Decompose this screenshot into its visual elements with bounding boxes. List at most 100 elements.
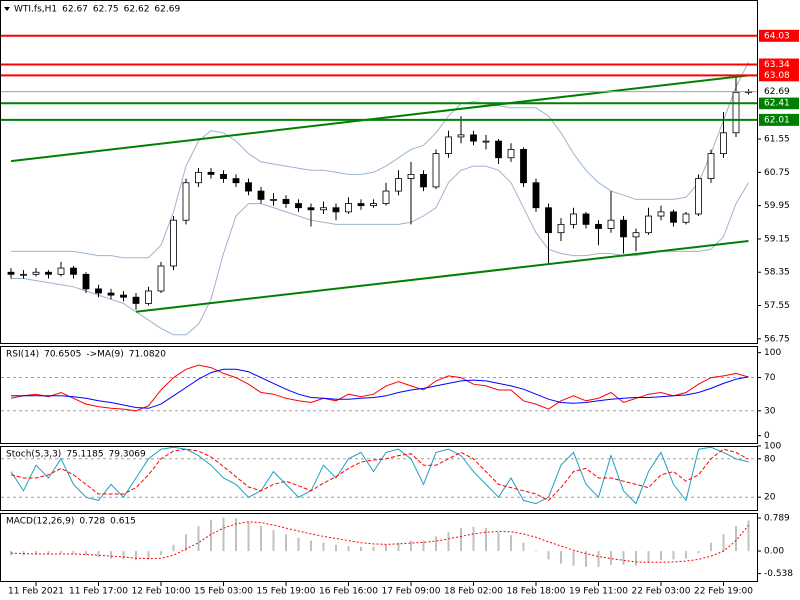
header-text: RSI(14) [6, 350, 39, 360]
candle-body [470, 134, 477, 142]
y-tick-label: 58.35 [764, 268, 790, 278]
x-tick-label: 15 Feb 03:00 [194, 587, 253, 597]
candle-body [607, 219, 615, 229]
level-label: 63.08 [764, 71, 790, 81]
plot-layer: 56.75 57.55 58.35 59.15 59.95 60.75 61.55 100 70… [1, 34, 793, 579]
candle-body [582, 213, 590, 225]
x-tick-label: 12 Feb 10:00 [131, 587, 190, 597]
histogram-bar [122, 551, 125, 560]
x-tick-label: 22 Feb 19:00 [694, 587, 753, 597]
x-tick-label: 22 Feb 03:00 [631, 587, 690, 597]
histogram-bar [397, 542, 400, 552]
collapse-arrow[interactable] [4, 7, 10, 11]
candle-body [245, 182, 252, 192]
header-text: 71.0820 [129, 350, 166, 360]
histogram-bar [272, 530, 275, 552]
y-tick-label: 59.95 [764, 201, 790, 211]
x-tick-label: 11 Feb 2021 [8, 587, 64, 597]
histogram-bar [435, 536, 437, 552]
current-price-label: 62.69 [764, 87, 790, 97]
level-box [759, 29, 799, 42]
indicator-line [11, 368, 749, 409]
histogram-bar [610, 551, 612, 565]
level-box [759, 69, 799, 82]
histogram-bar [160, 551, 162, 556]
candle-body [532, 182, 540, 209]
candle-body [545, 207, 552, 234]
histogram-bar [172, 544, 175, 552]
candle-body [132, 296, 140, 304]
candle-body [432, 153, 440, 188]
header-text: MACD(12,26,9) [6, 517, 74, 527]
header-text: 62.67 [62, 5, 88, 15]
x-tick-label: 16 Feb 16:00 [319, 587, 378, 597]
histogram-bar [672, 551, 675, 560]
candle-body [382, 190, 390, 204]
histogram-bar [547, 551, 550, 560]
histogram-bar [635, 551, 637, 566]
histogram-bar [485, 528, 487, 552]
rsi-panel-frame [0, 346, 758, 444]
y-tick-label: 59.15 [764, 234, 790, 244]
histogram-bar [322, 542, 325, 552]
candle-body [182, 182, 190, 221]
x-tick-label: 15 Feb 19:00 [256, 587, 315, 597]
histogram-bar [97, 551, 100, 558]
x-tick-label: 18 Feb 18:00 [506, 587, 565, 597]
candle-body [70, 267, 77, 275]
level-label: 64.03 [764, 31, 790, 41]
histogram-bar [72, 551, 75, 554]
x-tick-label: 19 Feb 11:00 [569, 587, 628, 597]
histogram-bar [685, 551, 687, 559]
candle-body [670, 211, 677, 223]
x-tick-label: 17 Feb 09:00 [381, 587, 440, 597]
level-box [759, 97, 799, 110]
y-tick-label: 20 [764, 493, 776, 503]
header-text: Stoch(5,3,3) [6, 450, 61, 460]
histogram-bar [372, 546, 375, 552]
histogram-bar [510, 535, 512, 552]
histogram-bar [222, 517, 225, 552]
x-tick-label: 11 Feb 17:00 [69, 587, 128, 597]
histogram-bar [735, 525, 737, 552]
histogram-bar [247, 521, 250, 552]
header-text: WTI.fs,H1 [14, 5, 57, 15]
header-text: ->MA(9) [86, 350, 123, 360]
histogram-bar [747, 520, 750, 552]
candle-body [20, 273, 27, 276]
current-price-box [759, 85, 799, 98]
candle-body [557, 223, 565, 234]
y-tick-label: 61.55 [764, 135, 790, 145]
y-tick-label: 80 [764, 454, 776, 464]
candle-body [507, 149, 515, 159]
candle-body [257, 190, 265, 200]
histogram-bar [297, 537, 300, 552]
candle-body [732, 92, 740, 134]
histogram-bar [335, 544, 337, 552]
level-label: 62.01 [764, 115, 790, 125]
candle-body [707, 153, 715, 179]
level-box [759, 113, 799, 126]
candle-body [395, 178, 402, 192]
header-text: 0.728 [79, 517, 105, 527]
histogram-bar [697, 551, 700, 554]
candle-body [407, 174, 415, 179]
candle-body [157, 265, 165, 292]
histogram-bar [447, 532, 450, 552]
histogram-bar [60, 551, 62, 554]
y-tick-label: -0.538 [764, 569, 793, 579]
candle-body [357, 203, 365, 207]
histogram-bar [585, 551, 587, 567]
x-tick-label: 18 Feb 02:00 [444, 587, 503, 597]
candle-body [682, 213, 690, 223]
histogram-bar [522, 542, 525, 552]
candle-body [232, 178, 240, 184]
histogram-bar [135, 551, 137, 561]
candle-body [207, 171, 215, 175]
level-label: 63.34 [764, 60, 790, 70]
candle-body [282, 198, 290, 204]
y-tick-label: 100 [764, 442, 781, 452]
y-tick-label: 57.55 [764, 301, 790, 311]
